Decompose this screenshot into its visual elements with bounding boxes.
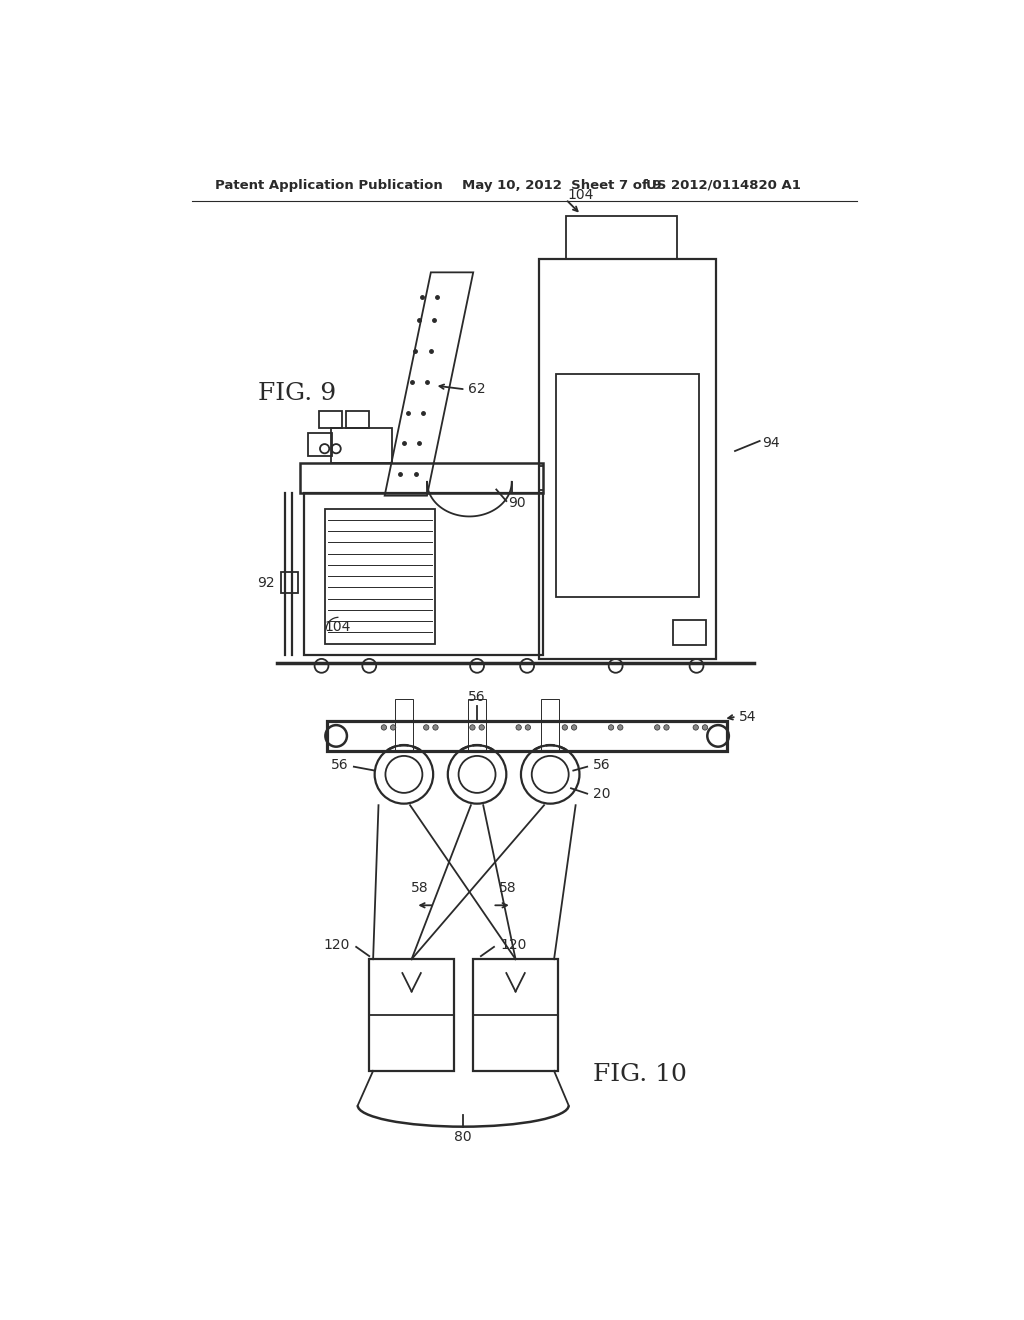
Text: 90: 90 (508, 495, 525, 510)
Text: 80: 80 (455, 1130, 472, 1144)
Text: 104: 104 (568, 187, 594, 202)
Circle shape (693, 725, 698, 730)
Bar (304, 494, 543, 655)
Circle shape (562, 725, 567, 730)
Bar (370, 960, 454, 1071)
Circle shape (390, 725, 396, 730)
Text: 104: 104 (325, 619, 351, 634)
Bar (556, 374, 698, 598)
Text: 56: 56 (468, 689, 485, 704)
Circle shape (608, 725, 613, 730)
Bar (319, 411, 342, 428)
Bar (300, 462, 543, 494)
Text: May 10, 2012  Sheet 7 of 9: May 10, 2012 Sheet 7 of 9 (462, 178, 662, 191)
Text: 92: 92 (257, 576, 274, 590)
Text: 56: 56 (331, 758, 348, 772)
Circle shape (654, 725, 659, 730)
Bar (327, 721, 727, 751)
Circle shape (525, 725, 530, 730)
Bar (541, 700, 559, 751)
Bar (281, 572, 298, 594)
Bar (539, 259, 716, 659)
Circle shape (433, 725, 438, 730)
Text: 58: 58 (499, 880, 517, 895)
Circle shape (479, 725, 484, 730)
Circle shape (470, 725, 475, 730)
Text: 58: 58 (411, 880, 428, 895)
Circle shape (381, 725, 387, 730)
Text: 54: 54 (739, 710, 757, 723)
Text: 20: 20 (593, 787, 610, 801)
Bar (346, 411, 370, 428)
Bar (331, 428, 392, 462)
Text: Patent Application Publication: Patent Application Publication (215, 178, 443, 191)
Text: 62: 62 (468, 383, 485, 396)
Circle shape (424, 725, 429, 730)
Text: US 2012/0114820 A1: US 2012/0114820 A1 (646, 178, 802, 191)
Circle shape (617, 725, 623, 730)
Bar (307, 433, 333, 457)
Circle shape (702, 725, 708, 730)
Circle shape (516, 725, 521, 730)
Text: 120: 120 (324, 939, 350, 952)
Text: 120: 120 (500, 939, 526, 952)
Bar (674, 620, 706, 645)
Bar (468, 700, 486, 751)
Text: FIG. 10: FIG. 10 (593, 1063, 686, 1086)
Bar (473, 960, 558, 1071)
Text: 56: 56 (593, 758, 610, 772)
Text: 94: 94 (762, 437, 779, 450)
Bar (325, 508, 435, 644)
Circle shape (571, 725, 577, 730)
Text: FIG. 9: FIG. 9 (258, 381, 336, 405)
Circle shape (664, 725, 669, 730)
Bar (565, 216, 677, 259)
Bar (394, 700, 413, 751)
